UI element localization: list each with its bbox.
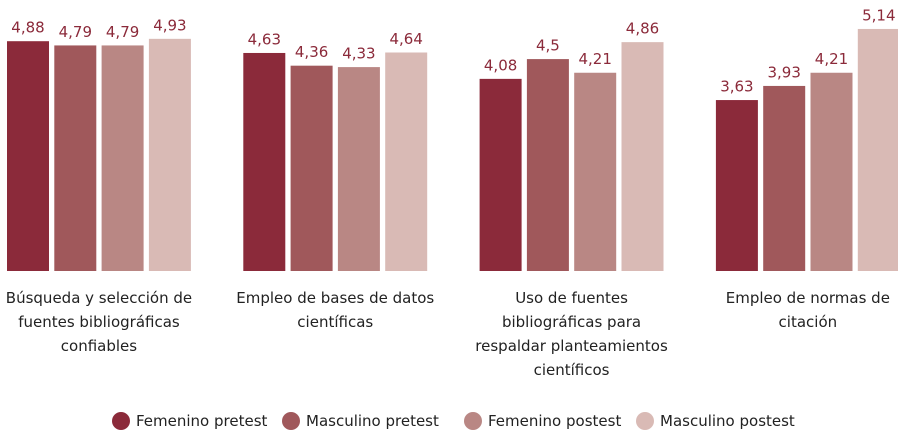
value-label: 4,21 bbox=[578, 50, 611, 68]
bar bbox=[290, 65, 333, 271]
bar bbox=[243, 52, 286, 272]
legend-swatch bbox=[464, 412, 482, 430]
value-label: 4,21 bbox=[815, 50, 848, 68]
legend-label: Femenino postest bbox=[488, 412, 622, 430]
legend-label: Masculino postest bbox=[660, 412, 795, 430]
legend-swatch bbox=[636, 412, 654, 430]
category-label: Empleo de bases de datos científicas bbox=[236, 289, 435, 331]
bar bbox=[526, 59, 569, 271]
legend-item: Femenino pretest bbox=[112, 412, 267, 430]
bar bbox=[54, 45, 97, 272]
bar bbox=[810, 72, 853, 271]
value-label: 4,5 bbox=[536, 37, 560, 55]
bar bbox=[857, 28, 898, 271]
legend-swatch bbox=[282, 412, 300, 430]
legend-label: Femenino pretest bbox=[136, 412, 268, 430]
bar bbox=[715, 100, 758, 271]
legend-item: Masculino postest bbox=[636, 412, 795, 430]
value-label: 4,63 bbox=[248, 30, 281, 48]
category-label: Empleo de normas de citación bbox=[725, 289, 890, 331]
legend-label: Masculino pretest bbox=[306, 412, 439, 430]
value-label: 4,88 bbox=[11, 19, 44, 37]
bar bbox=[148, 38, 191, 271]
legend-item: Femenino postest bbox=[464, 412, 621, 430]
legend-item: Masculino pretest bbox=[282, 412, 439, 430]
value-label: 4,93 bbox=[153, 16, 186, 34]
value-label: 3,93 bbox=[767, 63, 800, 81]
value-label: 4,86 bbox=[626, 20, 659, 38]
bar bbox=[574, 72, 617, 271]
bar bbox=[7, 41, 49, 271]
bar bbox=[479, 78, 522, 272]
bar bbox=[621, 42, 664, 271]
legend-swatch bbox=[112, 412, 130, 430]
bar bbox=[763, 85, 806, 271]
value-label: 4,36 bbox=[295, 43, 328, 61]
value-label: 3,63 bbox=[720, 78, 753, 96]
value-label: 4,79 bbox=[106, 23, 139, 41]
category-label: Uso de fuentes bibliográficas para respa… bbox=[475, 289, 668, 379]
bar bbox=[337, 67, 380, 271]
value-label: 5,14 bbox=[862, 6, 895, 24]
value-label: 4,33 bbox=[342, 45, 375, 63]
bar bbox=[385, 52, 428, 271]
value-label: 4,08 bbox=[484, 56, 517, 74]
value-label: 4,79 bbox=[59, 23, 92, 41]
bar bbox=[101, 45, 144, 272]
value-label: 4,64 bbox=[389, 30, 422, 48]
category-label: Búsqueda y selección de fuentes bibliogr… bbox=[5, 289, 193, 355]
